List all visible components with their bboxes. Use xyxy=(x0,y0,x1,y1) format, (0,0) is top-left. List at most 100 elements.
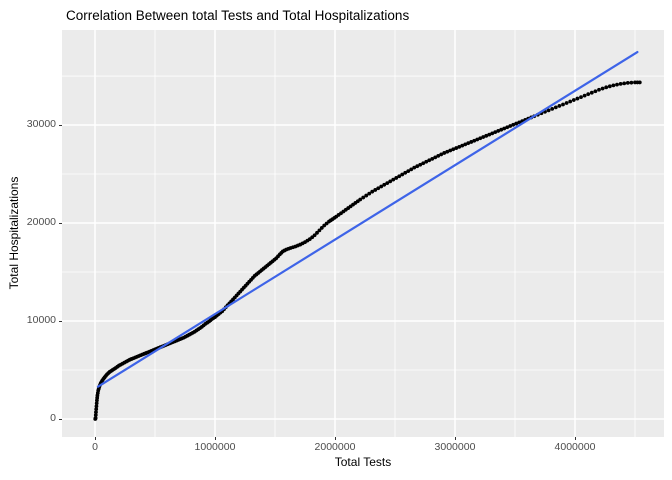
data-point xyxy=(364,193,369,198)
data-point xyxy=(557,104,562,108)
data-point xyxy=(505,125,510,130)
data-point xyxy=(481,135,486,139)
data-point xyxy=(463,142,468,147)
data-point xyxy=(611,83,616,88)
data-point xyxy=(618,81,623,86)
data-point xyxy=(575,96,580,101)
data-point xyxy=(409,167,414,172)
data-point xyxy=(370,189,375,194)
data-point xyxy=(397,174,402,179)
data-point xyxy=(615,82,619,87)
x-tick-label: 3000000 xyxy=(434,441,476,453)
x-axis-title: Total Tests xyxy=(334,455,392,469)
data-point xyxy=(568,99,573,104)
data-point xyxy=(415,164,420,169)
data-point xyxy=(454,146,459,150)
data-point xyxy=(625,81,630,85)
data-point xyxy=(421,161,426,166)
data-point xyxy=(424,159,429,164)
data-point xyxy=(472,138,477,143)
x-tick-mark xyxy=(95,437,96,440)
data-point xyxy=(94,407,99,412)
data-point xyxy=(379,184,384,189)
data-point xyxy=(400,172,405,177)
data-point xyxy=(373,188,378,192)
data-point xyxy=(469,140,474,144)
data-point xyxy=(550,106,555,111)
data-point xyxy=(93,416,98,420)
data-point xyxy=(358,197,363,202)
data-point xyxy=(457,144,462,149)
data-point xyxy=(317,228,322,233)
data-point xyxy=(403,170,408,175)
data-point xyxy=(604,85,609,90)
chart-title: Correlation Between total Tests and Tota… xyxy=(66,8,410,23)
data-point xyxy=(445,149,450,154)
data-point xyxy=(412,165,417,170)
data-point xyxy=(502,126,507,131)
data-point xyxy=(607,84,612,89)
data-point xyxy=(478,136,483,141)
y-tick-label: 20000 xyxy=(26,216,56,229)
data-point xyxy=(493,130,498,135)
x-tick-label: 2000000 xyxy=(314,441,356,453)
data-point xyxy=(600,86,605,91)
y-axis-title: Total Hospitalizations xyxy=(7,176,21,290)
data-point xyxy=(593,89,598,94)
data-point xyxy=(637,80,642,85)
x-tick-mark xyxy=(454,437,456,440)
data-point xyxy=(466,141,471,146)
data-point xyxy=(385,181,390,185)
data-point xyxy=(582,93,587,98)
data-point xyxy=(546,108,551,113)
data-point xyxy=(564,101,569,105)
data-point xyxy=(460,143,465,148)
data-point xyxy=(430,156,435,161)
y-tick-label: 30000 xyxy=(26,118,56,131)
data-point xyxy=(589,90,594,95)
data-point xyxy=(448,148,453,153)
scatter-plot xyxy=(62,30,664,437)
x-tick-mark xyxy=(574,437,576,440)
data-point xyxy=(319,226,324,230)
data-point xyxy=(394,176,399,180)
data-point xyxy=(442,151,447,155)
x-tick-label: 0 xyxy=(92,441,98,453)
y-tick-label: 10000 xyxy=(26,313,56,326)
data-point xyxy=(579,95,583,100)
data-point xyxy=(94,404,99,409)
y-tick-mark xyxy=(59,418,62,420)
plot-panel xyxy=(62,30,664,437)
data-point xyxy=(312,233,317,238)
y-tick-mark xyxy=(59,320,62,322)
data-point xyxy=(93,413,98,417)
data-point xyxy=(418,162,423,167)
data-point xyxy=(367,191,372,196)
data-point xyxy=(499,127,504,132)
data-point xyxy=(517,120,522,125)
data-point xyxy=(94,401,99,406)
x-tick-mark xyxy=(334,437,336,440)
data-point xyxy=(406,169,411,173)
data-point xyxy=(490,131,495,136)
data-point xyxy=(451,147,456,152)
data-point xyxy=(629,80,634,85)
data-point xyxy=(388,179,393,184)
data-point xyxy=(514,121,519,126)
y-tick-mark xyxy=(59,223,62,225)
data-point xyxy=(597,87,601,92)
data-point xyxy=(376,186,381,191)
data-point xyxy=(475,137,480,142)
data-point xyxy=(586,92,591,97)
data-point xyxy=(571,98,576,102)
data-point xyxy=(94,410,98,415)
data-point xyxy=(427,158,432,163)
x-tick-label: 4000000 xyxy=(554,441,596,453)
data-point xyxy=(315,230,319,235)
data-point xyxy=(496,129,501,133)
data-point xyxy=(433,155,438,160)
x-tick-label: 1000000 xyxy=(194,441,236,453)
data-point xyxy=(553,105,558,110)
data-point xyxy=(361,195,366,200)
